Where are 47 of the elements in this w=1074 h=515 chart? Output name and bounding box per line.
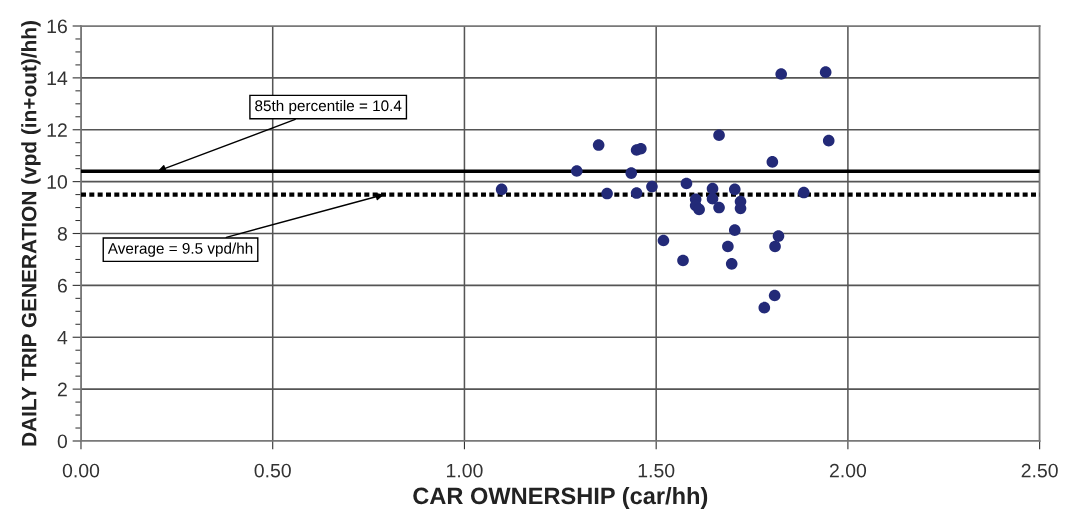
point (706, 182, 719, 195)
point (722, 240, 734, 253)
x-tick-label: 0.50 (254, 463, 291, 478)
point (769, 240, 781, 253)
y-tick-label: 10 (47, 175, 68, 189)
ref-line-label: Average = 9.5 vpd/hh (107, 242, 253, 257)
point (630, 187, 643, 199)
point (657, 234, 670, 247)
point (728, 224, 741, 236)
x-tick-label: 2.50 (1021, 463, 1058, 478)
point (797, 186, 810, 199)
y-tick-label: 4 (57, 330, 68, 345)
point (680, 177, 693, 190)
point (758, 301, 771, 314)
y-tick-label: 8 (57, 226, 67, 241)
y-tick-label: 16 (47, 19, 67, 34)
x-tick-label: 1.50 (638, 463, 675, 478)
point (592, 139, 605, 151)
point (819, 66, 832, 78)
point (570, 165, 583, 177)
x-tick-label: 1.00 (447, 463, 483, 478)
ref-line-label: 85th percentile = 10.4 (255, 99, 402, 115)
point (766, 156, 779, 168)
x-tick-label: 0.00 (62, 463, 100, 478)
point (677, 254, 689, 267)
y-tick-label: 2 (57, 382, 67, 397)
y-tick-label: 6 (57, 278, 67, 293)
point (713, 201, 725, 214)
point (625, 167, 638, 179)
y-axis-title: DAILY TRIP GENERATION (vpd (in+out)/hh) (21, 21, 41, 446)
x-axis-title: CAR OWNERSHIP (car/hh) (413, 486, 708, 509)
y-tick-label: 12 (47, 123, 67, 137)
point (635, 142, 647, 155)
point (601, 187, 613, 200)
point (728, 183, 741, 196)
point (693, 203, 705, 216)
x-tick-label: 2.00 (829, 463, 867, 478)
point (646, 180, 658, 193)
point (713, 129, 725, 142)
point (775, 68, 787, 80)
point (768, 289, 781, 302)
y-tick-label: 0 (57, 434, 68, 449)
y-tick-label: 14 (47, 71, 68, 85)
point (772, 230, 785, 242)
point (495, 183, 508, 196)
point (822, 134, 835, 147)
point (725, 258, 738, 270)
